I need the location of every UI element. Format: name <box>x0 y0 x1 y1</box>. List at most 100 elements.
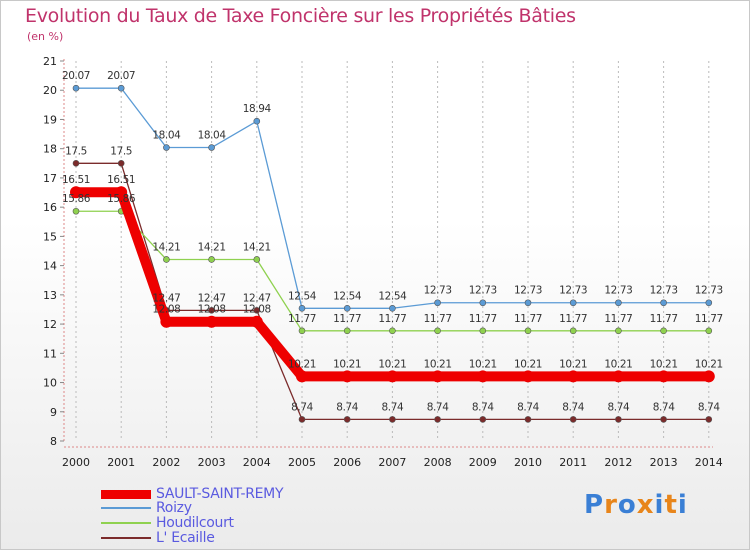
data-point-sault-saint-remy-2008 <box>431 370 444 383</box>
data-label-sault-saint-remy-2000: 16.51 <box>62 174 90 186</box>
data-point-houdilcourt-2008 <box>434 327 441 335</box>
data-point-l-ecaille-2011 <box>569 416 577 423</box>
data-label-houdilcourt-2001: 15.86 <box>107 193 136 205</box>
data-label-sault-saint-remy-2003: 12.08 <box>198 304 226 316</box>
data-point-roizy-2005 <box>298 304 306 312</box>
data-label-roizy-2008: 12.73 <box>424 285 452 297</box>
y-tick-label-19: 19 <box>43 113 57 126</box>
data-point-sault-saint-remy-2009 <box>476 370 489 383</box>
data-label-houdilcourt-2010: 11.77 <box>514 313 542 325</box>
data-label-sault-saint-remy-2004: 12.08 <box>243 304 271 316</box>
data-label-sault-saint-remy-2008: 10.21 <box>424 358 452 370</box>
y-tick-label-12: 12 <box>43 318 57 331</box>
y-tick-label-14: 14 <box>43 260 57 273</box>
data-label-houdilcourt-2000: 15.86 <box>62 193 91 205</box>
data-point-sault-saint-remy-2000 <box>70 186 82 199</box>
x-tick-label-2012: 2012 <box>604 456 632 469</box>
data-point-sault-saint-remy-2005 <box>296 370 308 383</box>
data-label-roizy-2003: 18.04 <box>198 130 227 142</box>
y-tick-label-17: 17 <box>43 172 57 185</box>
x-tick-label-2002: 2002 <box>152 456 180 469</box>
x-tick-label-2006: 2006 <box>333 456 361 469</box>
data-point-sault-saint-remy-2004 <box>250 315 263 328</box>
data-point-houdilcourt-2004 <box>253 256 261 263</box>
legend-swatch <box>101 507 151 509</box>
chart-title: Evolution du Taux de Taxe Foncière sur l… <box>25 5 576 27</box>
data-point-roizy-2009 <box>479 299 487 307</box>
data-point-roizy-2002 <box>163 144 170 151</box>
data-point-roizy-2006 <box>343 304 351 312</box>
data-label-houdilcourt-2003: 14.21 <box>198 241 226 253</box>
data-point-sault-saint-remy-2002 <box>160 315 173 328</box>
data-point-roizy-2003 <box>208 144 215 151</box>
legend-label: Roizy <box>156 500 192 516</box>
data-label-l-ecaille-2000: 17.5 <box>65 145 87 157</box>
data-point-houdilcourt-2007 <box>389 327 396 335</box>
data-point-roizy-2007 <box>389 304 396 312</box>
y-tick-label-21: 21 <box>43 55 57 68</box>
y-tick-label-8: 8 <box>50 435 57 448</box>
data-point-roizy-2001 <box>117 84 125 92</box>
data-point-l-ecaille-2013 <box>660 416 667 423</box>
x-tick-label-2007: 2007 <box>378 456 406 469</box>
data-point-sault-saint-remy-2001 <box>115 186 128 199</box>
data-label-l-ecaille-2011: 8.74 <box>562 401 584 413</box>
x-tick-label-2000: 2000 <box>62 456 90 469</box>
data-point-l-ecaille-2001 <box>117 160 125 167</box>
data-point-houdilcourt-2014 <box>705 327 713 335</box>
data-point-roizy-2011 <box>569 299 577 307</box>
data-label-l-ecaille-2013: 8.74 <box>653 401 675 413</box>
data-label-roizy-2006: 12.54 <box>333 290 362 302</box>
data-label-houdilcourt-2012: 11.77 <box>604 313 632 325</box>
data-point-roizy-2004 <box>253 117 261 125</box>
data-point-houdilcourt-2003 <box>208 256 215 263</box>
data-label-l-ecaille-2006: 8.74 <box>336 401 358 413</box>
data-label-sault-saint-remy-2011: 10.21 <box>559 358 587 370</box>
data-label-roizy-2004: 18.94 <box>243 103 272 115</box>
data-label-sault-saint-remy-2005: 10.21 <box>288 358 316 370</box>
legend-label: Houdilcourt <box>156 515 234 531</box>
data-point-roizy-2008 <box>434 299 441 307</box>
x-tick-label-2009: 2009 <box>469 456 497 469</box>
data-point-roizy-2012 <box>615 299 622 307</box>
data-label-l-ecaille-2001: 17.5 <box>110 145 132 157</box>
data-point-houdilcourt-2002 <box>163 256 170 263</box>
data-label-sault-saint-remy-2006: 10.21 <box>333 358 361 370</box>
logo-letter: x <box>636 490 655 520</box>
legend-swatch <box>101 522 151 524</box>
data-label-sault-saint-remy-2002: 12.08 <box>152 304 180 316</box>
y-tick-label-20: 20 <box>43 84 57 97</box>
data-label-roizy-2007: 12.54 <box>378 290 407 302</box>
data-label-sault-saint-remy-2012: 10.21 <box>604 358 632 370</box>
data-point-sault-saint-remy-2006 <box>341 370 354 383</box>
data-point-l-ecaille-2008 <box>434 416 441 423</box>
data-label-houdilcourt-2008: 11.77 <box>424 313 452 325</box>
logo-letter: o <box>617 490 637 520</box>
data-label-sault-saint-remy-2014: 10.21 <box>695 358 723 370</box>
data-point-l-ecaille-2010 <box>524 416 532 423</box>
x-tick-label-2010: 2010 <box>514 456 542 469</box>
data-point-l-ecaille-2014 <box>705 416 713 423</box>
x-tick-label-2014: 2014 <box>695 456 723 469</box>
data-point-l-ecaille-2012 <box>615 416 622 423</box>
y-tick-label-11: 11 <box>43 347 57 360</box>
x-tick-label-2004: 2004 <box>243 456 271 469</box>
data-point-houdilcourt-2006 <box>343 327 351 335</box>
logo-letter: i <box>677 490 688 520</box>
data-point-sault-saint-remy-2011 <box>567 370 580 383</box>
data-point-sault-saint-remy-2014 <box>702 370 715 383</box>
y-tick-label-13: 13 <box>43 289 57 302</box>
logo-letter: t <box>664 490 678 520</box>
data-label-houdilcourt-2002: 14.21 <box>152 241 180 253</box>
y-tick-label-16: 16 <box>43 201 57 214</box>
data-point-sault-saint-remy-2003 <box>205 315 218 328</box>
data-label-l-ecaille-2007: 8.74 <box>382 401 404 413</box>
y-axis-unit: (en %) <box>27 30 64 43</box>
data-label-l-ecaille-2005: 8.74 <box>291 401 313 413</box>
y-tick-label-15: 15 <box>43 230 57 243</box>
data-label-houdilcourt-2007: 11.77 <box>378 313 406 325</box>
data-point-sault-saint-remy-2010 <box>522 370 534 383</box>
x-tick-label-2008: 2008 <box>424 456 452 469</box>
